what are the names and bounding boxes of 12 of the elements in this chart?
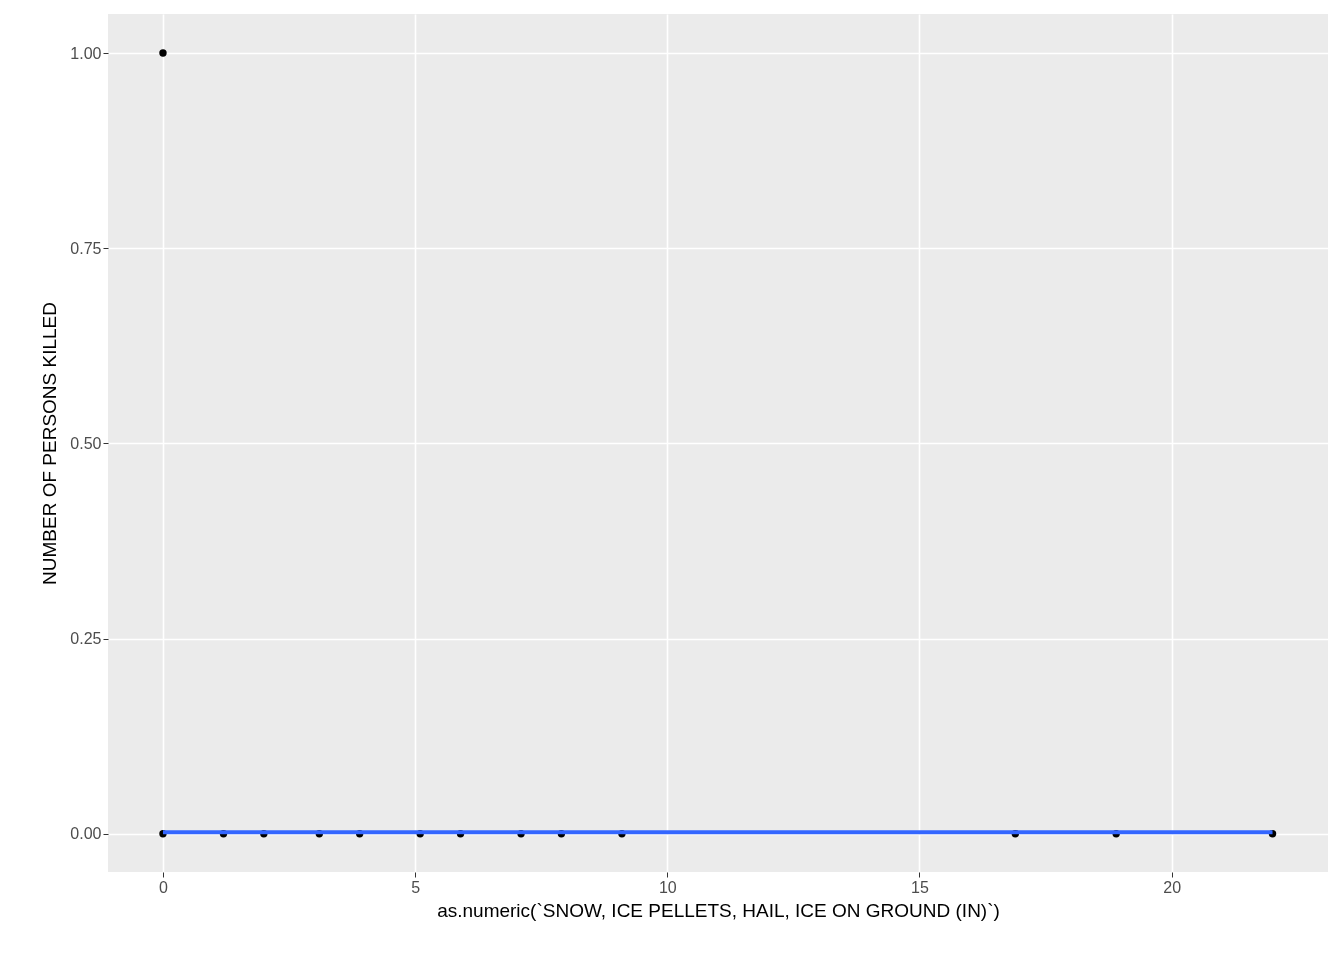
x-tick-label: 10	[658, 878, 677, 896]
y-tick-label: 0.00	[70, 825, 102, 843]
y-tick-label: 0.25	[70, 630, 102, 648]
x-tick-label: 0	[159, 878, 169, 896]
y-tick-label: 0.75	[70, 239, 102, 257]
x-axis-title: as.numeric(`SNOW, ICE PELLETS, HAIL, ICE ON GROUND (IN)`)	[437, 899, 1000, 921]
y-tick-label: 0.50	[70, 434, 102, 452]
x-tick-label: 15	[911, 878, 929, 896]
x-tick-label: 5	[411, 878, 421, 896]
y-axis-title: NUMBER OF PERSONS KILLED	[39, 302, 61, 585]
y-tick-label: 1.00	[70, 44, 102, 62]
x-tick-label: 20	[1163, 878, 1182, 896]
